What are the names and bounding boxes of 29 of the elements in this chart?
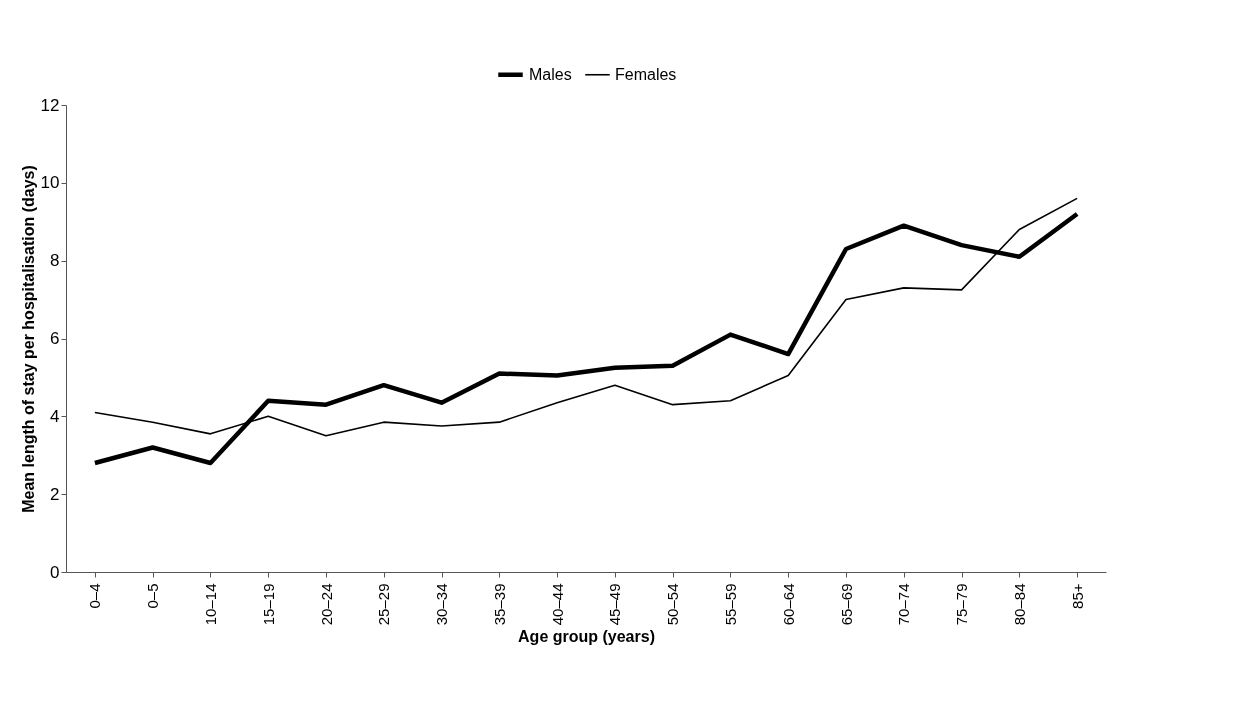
x-tick-label: 0–4 (86, 583, 104, 609)
x-tick-label: 75–79 (953, 583, 971, 626)
x-tick-label: 25–29 (375, 583, 393, 626)
legend-label: Females (615, 65, 677, 83)
y-tick-label: 2 (50, 484, 60, 504)
x-axis-title: Age group (years) (518, 628, 655, 646)
x-tick-label: 40–44 (548, 583, 566, 626)
y-axis-title: Mean length of stay per hospitalisation (days) (19, 165, 37, 513)
x-tick-label: 70–74 (895, 583, 913, 626)
x-tick-label: 60–64 (779, 583, 797, 626)
x-tick-label: 20–24 (317, 583, 335, 626)
x-tick-label: 85+ (1068, 583, 1086, 609)
x-tick-label: 0–5 (144, 583, 162, 609)
x-tick-label: 55–59 (721, 583, 739, 626)
y-tick-label: 10 (40, 173, 60, 193)
x-tick-label: 30–34 (433, 583, 451, 626)
y-tick-label: 0 (50, 562, 60, 582)
x-tick-label: 80–84 (1010, 583, 1028, 626)
x-tick-label: 35–39 (490, 583, 508, 626)
y-tick-label: 8 (50, 251, 60, 271)
y-tick-label: 4 (50, 406, 60, 426)
x-tick-label: 10–14 (201, 583, 219, 626)
x-tick-label: 15–19 (259, 583, 277, 626)
legend-label: Males (529, 65, 572, 83)
y-tick-label: 12 (40, 95, 60, 115)
x-tick-label: 45–49 (606, 583, 624, 626)
x-tick-label: 50–54 (664, 583, 682, 626)
x-tick-label: 65–69 (837, 583, 855, 626)
y-tick-label: 6 (50, 329, 60, 348)
